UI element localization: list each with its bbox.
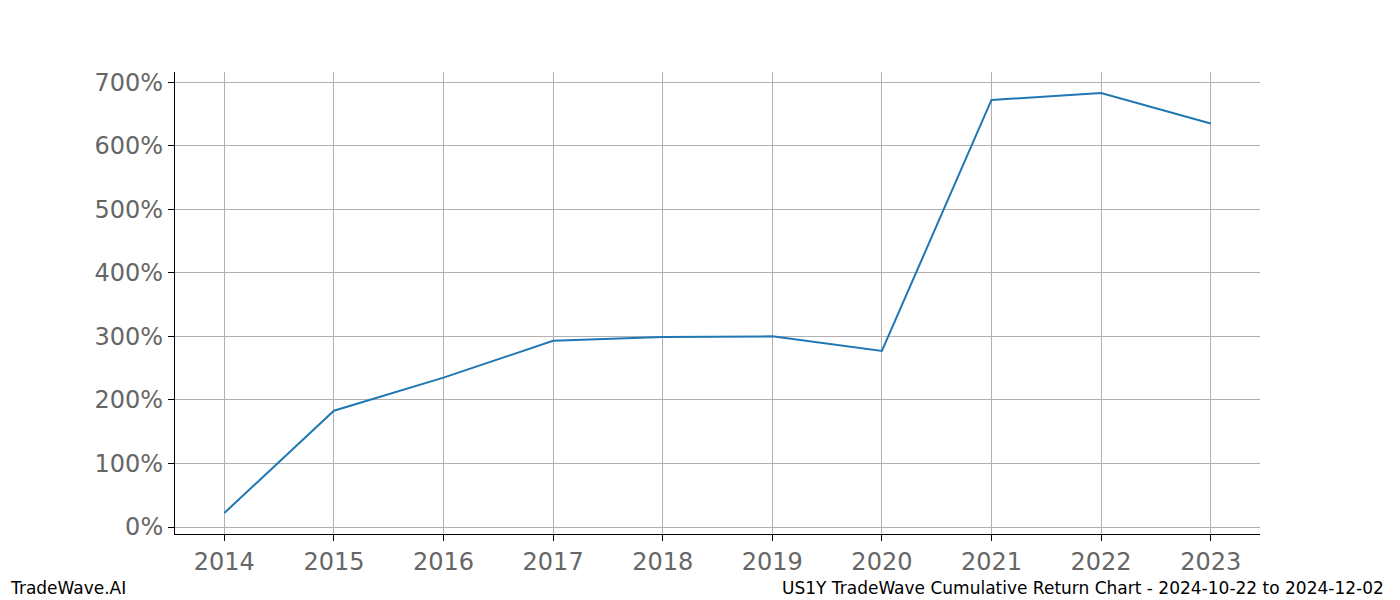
svg-text:200%: 200% xyxy=(95,386,164,414)
svg-text:600%: 600% xyxy=(95,132,164,160)
svg-text:2015: 2015 xyxy=(303,548,364,576)
svg-text:300%: 300% xyxy=(95,323,164,351)
svg-text:2019: 2019 xyxy=(742,548,803,576)
svg-text:500%: 500% xyxy=(95,196,164,224)
svg-text:100%: 100% xyxy=(95,450,164,478)
svg-text:0%: 0% xyxy=(125,513,163,541)
svg-text:2022: 2022 xyxy=(1071,548,1132,576)
svg-text:TradeWave.AI: TradeWave.AI xyxy=(10,578,126,598)
svg-text:2016: 2016 xyxy=(413,548,474,576)
svg-text:400%: 400% xyxy=(95,259,164,287)
svg-text:700%: 700% xyxy=(95,69,164,97)
svg-text:2023: 2023 xyxy=(1180,548,1241,576)
svg-text:2021: 2021 xyxy=(961,548,1022,576)
svg-text:2014: 2014 xyxy=(194,548,255,576)
svg-text:US1Y TradeWave Cumulative Retu: US1Y TradeWave Cumulative Return Chart -… xyxy=(782,578,1384,598)
svg-text:2018: 2018 xyxy=(632,548,693,576)
svg-text:2017: 2017 xyxy=(523,548,584,576)
svg-text:2020: 2020 xyxy=(851,548,912,576)
